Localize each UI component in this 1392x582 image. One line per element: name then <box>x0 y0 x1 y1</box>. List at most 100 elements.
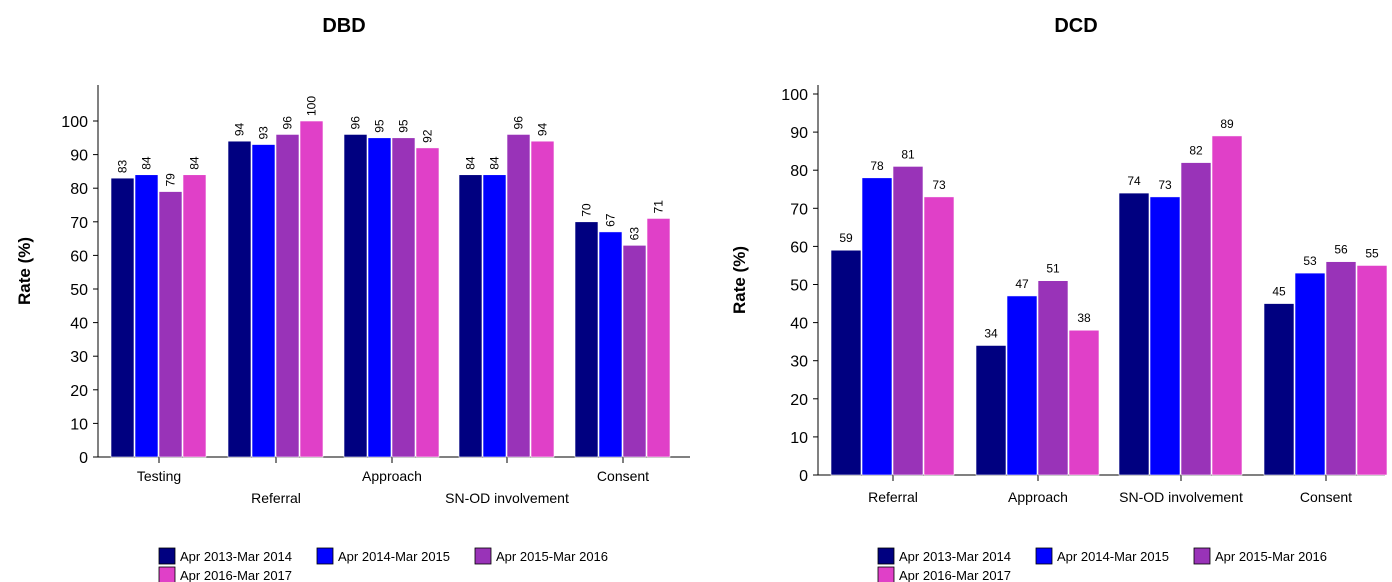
dcd-bar <box>861 177 893 476</box>
dcd-bar <box>1325 261 1357 476</box>
dcd-legend-label: Apr 2016-Mar 2017 <box>899 568 1011 582</box>
dbd-bar <box>134 174 159 458</box>
dbd-y-tick-label: 30 <box>70 349 88 366</box>
dbd-chart-title: DBD <box>322 15 365 37</box>
dbd-legend-swatch <box>316 547 334 565</box>
dbd-bar <box>574 221 599 458</box>
dcd-y-tick-label: 30 <box>790 354 808 371</box>
dbd-bar <box>530 140 555 458</box>
dbd-data-label: 95 <box>373 119 387 133</box>
dbd-bar <box>391 137 416 458</box>
dcd-data-label: 74 <box>1127 174 1141 188</box>
dcd-data-label: 34 <box>984 326 998 340</box>
dbd-bar <box>182 174 207 458</box>
dbd-data-label: 94 <box>233 122 247 136</box>
dbd-bar <box>646 218 671 458</box>
dcd-y-tick-label: 90 <box>790 125 808 142</box>
dcd-legend-label: Apr 2013-Mar 2014 <box>899 549 1011 564</box>
dcd-data-label: 73 <box>932 178 946 192</box>
dbd-bar <box>482 174 507 458</box>
dbd-category-label: Approach <box>362 468 422 484</box>
dbd-data-label: 84 <box>140 156 154 170</box>
dcd-bar <box>830 249 862 476</box>
dbd-y-axis-label: Rate (%) <box>15 237 34 305</box>
dbd-data-label: 95 <box>397 119 411 133</box>
dcd-bar <box>1037 280 1069 476</box>
dcd-bar <box>923 196 955 476</box>
dcd-data-label: 53 <box>1303 254 1317 268</box>
dbd-category-label: Testing <box>137 468 181 484</box>
dcd-data-label: 59 <box>839 231 853 245</box>
dcd-data-label: 81 <box>901 147 915 161</box>
dbd-data-label: 94 <box>536 122 550 136</box>
dcd-bar <box>1068 329 1100 476</box>
dbd-data-label: 67 <box>604 213 618 227</box>
dbd-data-label: 84 <box>188 156 202 170</box>
dcd-data-label: 82 <box>1189 144 1203 158</box>
dbd-category-label: SN-OD involvement <box>445 490 569 506</box>
dbd-legend-swatch <box>474 547 492 565</box>
dcd-y-axis-label: Rate (%) <box>730 246 749 314</box>
dcd-bar <box>1180 162 1212 476</box>
dcd-bar <box>1356 265 1388 476</box>
dbd-y-tick-label: 60 <box>70 248 88 265</box>
dbd-y-tick-label: 0 <box>79 450 88 467</box>
dcd-bar <box>1263 303 1295 476</box>
dbd-category-label: Referral <box>251 490 301 506</box>
dcd-legend-swatch <box>1193 547 1211 565</box>
dbd-bar <box>506 134 531 458</box>
dcd-category-label: Consent <box>1300 489 1352 505</box>
dcd-data-label: 38 <box>1077 311 1091 325</box>
dcd-bar <box>1211 135 1243 476</box>
dbd-data-label: 96 <box>349 116 363 130</box>
dbd-legend-label: Apr 2013-Mar 2014 <box>180 549 292 564</box>
dbd-legend-label: Apr 2016-Mar 2017 <box>180 568 292 582</box>
dbd-data-label: 93 <box>257 126 271 140</box>
dcd-legend-swatch <box>877 547 895 565</box>
dcd-data-label: 51 <box>1046 262 1060 276</box>
dbd-legend-swatch <box>158 547 176 565</box>
dcd-bar <box>1149 196 1181 476</box>
dbd-data-label: 100 <box>305 96 319 116</box>
dcd-legend-label: Apr 2015-Mar 2016 <box>1215 549 1327 564</box>
dbd-bar <box>299 120 324 458</box>
dbd-data-label: 70 <box>580 203 594 217</box>
dbd-legend-label: Apr 2015-Mar 2016 <box>496 549 608 564</box>
dbd-data-label: 71 <box>652 200 666 214</box>
dbd-data-label: 63 <box>628 227 642 241</box>
dbd-bar <box>251 144 276 458</box>
dcd-y-tick-label: 40 <box>790 316 808 333</box>
dbd-data-label: 96 <box>512 116 526 130</box>
dbd-data-label: 79 <box>164 173 178 187</box>
dbd-y-tick-label: 80 <box>70 181 88 198</box>
dcd-bar <box>1294 272 1326 476</box>
dbd-legend-swatch <box>158 566 176 582</box>
dcd-data-label: 56 <box>1334 243 1348 257</box>
dcd-legend-label: Apr 2014-Mar 2015 <box>1057 549 1169 564</box>
dbd-y-tick-label: 100 <box>61 114 88 131</box>
dbd-bar <box>415 147 440 458</box>
dbd-bar <box>622 245 647 458</box>
dcd-chart-title: DCD <box>1054 15 1097 37</box>
dcd-legend-swatch <box>877 566 895 582</box>
dcd-bar <box>975 345 1007 476</box>
dcd-y-tick-label: 70 <box>790 201 808 218</box>
dbd-bar <box>158 191 183 458</box>
dbd-category-label: Consent <box>597 468 649 484</box>
dcd-data-label: 45 <box>1272 285 1286 299</box>
dcd-bar <box>1118 192 1150 476</box>
dbd-data-label: 96 <box>281 116 295 130</box>
dcd-y-tick-label: 50 <box>790 278 808 295</box>
dcd-category-label: Referral <box>868 489 918 505</box>
dcd-y-tick-label: 80 <box>790 163 808 180</box>
dcd-y-tick-label: 100 <box>781 87 808 104</box>
dbd-y-tick-label: 20 <box>70 383 88 400</box>
dbd-legend-label: Apr 2014-Mar 2015 <box>338 549 450 564</box>
dcd-legend-swatch <box>1035 547 1053 565</box>
dbd-y-tick-label: 40 <box>70 316 88 333</box>
dbd-y-tick-label: 90 <box>70 148 88 165</box>
dcd-data-label: 89 <box>1220 117 1234 131</box>
dcd-y-tick-label: 10 <box>790 430 808 447</box>
dcd-category-label: SN-OD involvement <box>1119 489 1243 505</box>
